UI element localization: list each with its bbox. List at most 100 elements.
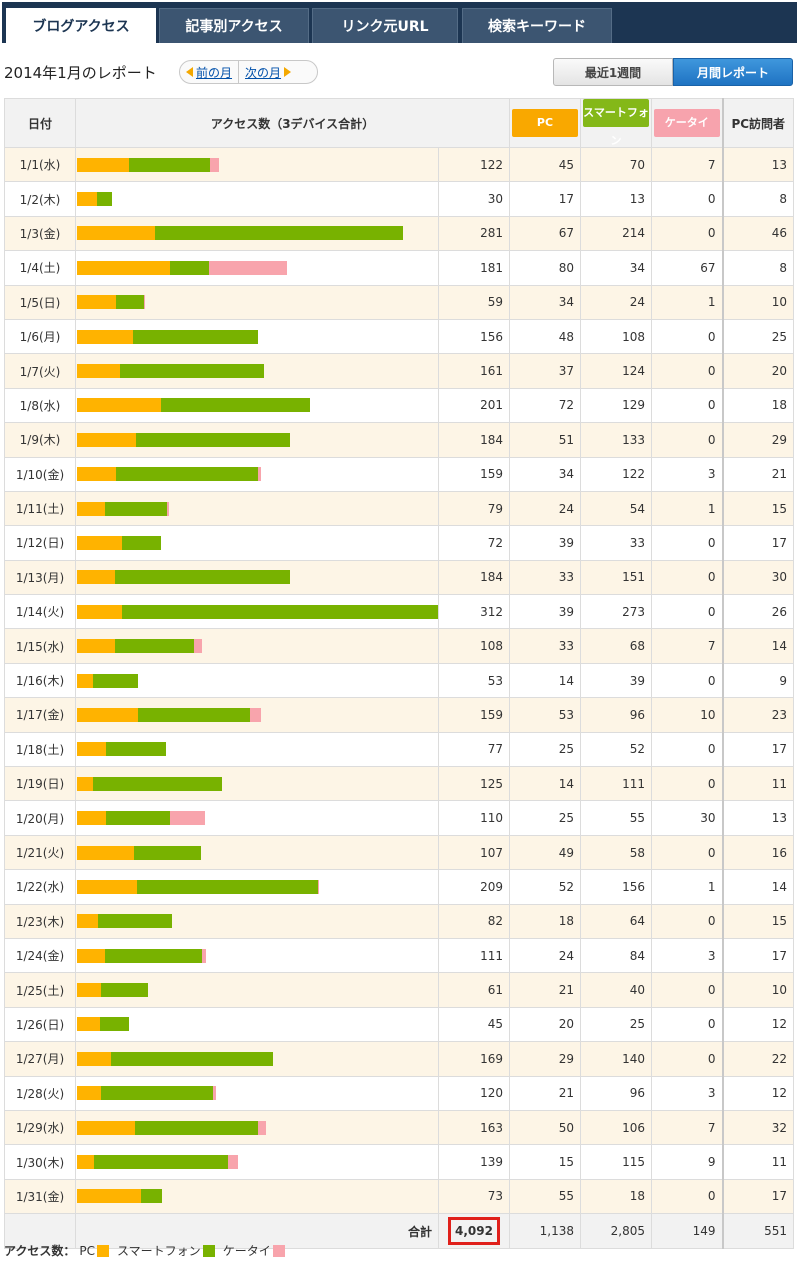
row-smartphone: 214: [580, 215, 652, 252]
table-row: 1/17(金) 159 53 96 10 23: [4, 697, 794, 733]
pc-pill: PC: [512, 109, 578, 137]
table-row: 1/8(水) 201 72 129 0 18: [4, 387, 794, 424]
access-bar: [77, 535, 438, 550]
bar-segment-pc: [77, 432, 137, 447]
total-pc: 1,138: [509, 1213, 581, 1250]
row-bar-cell: [75, 1075, 439, 1111]
row-pc: 20: [509, 1006, 581, 1043]
row-pc: 14: [509, 766, 581, 802]
row-total: 107: [438, 834, 510, 871]
bar-segment-pc: [77, 260, 170, 275]
row-keitai: 30: [651, 800, 723, 836]
access-bar: [77, 295, 438, 310]
row-keitai: 0: [651, 731, 723, 768]
row-bar-cell: [75, 422, 439, 458]
row-smartphone: 108: [580, 318, 652, 355]
row-smartphone: 122: [580, 456, 652, 492]
bar-segment-keitai: [212, 1086, 217, 1101]
row-smartphone: 124: [580, 353, 652, 389]
row-bar-cell: [75, 1041, 439, 1077]
bar-segment-smartphone: [100, 1017, 130, 1032]
row-bar-cell: [75, 490, 439, 527]
bar-segment-pc: [77, 879, 138, 894]
bar-segment-pc: [77, 398, 161, 413]
table-row: 1/19(日) 125 14 111 0 11: [4, 766, 794, 802]
tab-blog-access[interactable]: ブログアクセス: [6, 8, 156, 43]
row-smartphone: 156: [580, 869, 652, 905]
bar-segment-smartphone: [122, 535, 161, 550]
bar-segment-smartphone: [136, 432, 291, 447]
row-keitai: 3: [651, 937, 723, 974]
bar-segment-smartphone: [94, 1155, 228, 1170]
row-bar-cell: [75, 181, 439, 217]
row-pc: 52: [509, 869, 581, 905]
row-pc-visitors: 30: [721, 559, 794, 596]
bar-segment-pc: [77, 776, 94, 791]
tab-article-access[interactable]: 記事別アクセス: [159, 8, 309, 43]
row-total: 184: [438, 559, 510, 596]
table-row: 1/10(金) 159 34 122 3 21: [4, 456, 794, 492]
row-smartphone: 115: [580, 1144, 652, 1180]
header-keitai: ケータイ: [651, 98, 723, 148]
bar-segment-pc: [77, 570, 116, 585]
row-date: 1/15(水): [4, 628, 76, 664]
tab-referrer-url[interactable]: リンク元URL: [312, 8, 458, 43]
table-row: 1/16(木) 53 14 39 0 9: [4, 662, 794, 699]
row-bar-cell: [75, 146, 439, 183]
row-date: 1/10(金): [4, 456, 76, 492]
row-pc-visitors: 22: [721, 1041, 794, 1077]
access-bar: [77, 1051, 438, 1066]
row-keitai: 0: [651, 1178, 723, 1215]
row-bar-cell: [75, 628, 439, 664]
row-pc-visitors: 8: [721, 250, 794, 286]
row-keitai: 0: [651, 834, 723, 871]
row-total: 281: [438, 215, 510, 252]
arrow-left-icon: [186, 67, 193, 77]
row-smartphone: 25: [580, 1006, 652, 1043]
access-bar: [77, 260, 438, 275]
row-keitai: 0: [651, 353, 723, 389]
table-row: 1/18(土) 77 25 52 0 17: [4, 731, 794, 768]
table-row: 1/15(水) 108 33 68 7 14: [4, 628, 794, 664]
tab-search-keywords[interactable]: 検索キーワード: [462, 8, 612, 43]
row-total: 61: [438, 972, 510, 1008]
access-bar: [77, 983, 438, 998]
table-row: 1/14(火) 312 39 273 0 26: [4, 594, 794, 630]
row-date: 1/19(日): [4, 766, 76, 802]
row-pc: 48: [509, 318, 581, 355]
row-bar-cell: [75, 215, 439, 252]
access-bar: [77, 948, 438, 963]
row-pc: 39: [509, 594, 581, 630]
row-total: 156: [438, 318, 510, 355]
row-total: 110: [438, 800, 510, 836]
recent-week-button[interactable]: 最近1週間: [553, 58, 673, 86]
bar-segment-keitai: [318, 879, 320, 894]
next-month-link[interactable]: 次の月: [239, 61, 297, 83]
bar-segment-smartphone: [138, 707, 250, 722]
next-month-label[interactable]: 次の月: [245, 65, 282, 80]
row-bar-cell: [75, 937, 439, 974]
monthly-report-button[interactable]: 月間レポート: [673, 58, 793, 86]
row-smartphone: 129: [580, 387, 652, 424]
row-total: 163: [438, 1109, 510, 1146]
bar-segment-smartphone: [101, 983, 148, 998]
row-date: 1/18(土): [4, 731, 76, 768]
prev-month-label[interactable]: 前の月: [196, 65, 233, 80]
total-label: 合計: [75, 1213, 439, 1250]
row-bar-cell: [75, 559, 439, 596]
row-smartphone: 40: [580, 972, 652, 1008]
access-bar: [77, 811, 438, 826]
bar-segment-pc: [77, 1051, 111, 1066]
table-row: 1/11(土) 79 24 54 1 15: [4, 490, 794, 527]
bar-segment-pc: [77, 1155, 95, 1170]
row-bar-cell: [75, 697, 439, 733]
prev-month-link[interactable]: 前の月: [180, 61, 240, 83]
row-bar-cell: [75, 318, 439, 355]
row-pc-visitors: 17: [721, 1178, 794, 1215]
row-keitai: 7: [651, 628, 723, 664]
bar-segment-smartphone: [116, 295, 145, 310]
row-date: 1/17(金): [4, 697, 76, 733]
row-total: 53: [438, 662, 510, 699]
row-bar-cell: [75, 387, 439, 424]
bar-segment-keitai: [194, 639, 203, 654]
